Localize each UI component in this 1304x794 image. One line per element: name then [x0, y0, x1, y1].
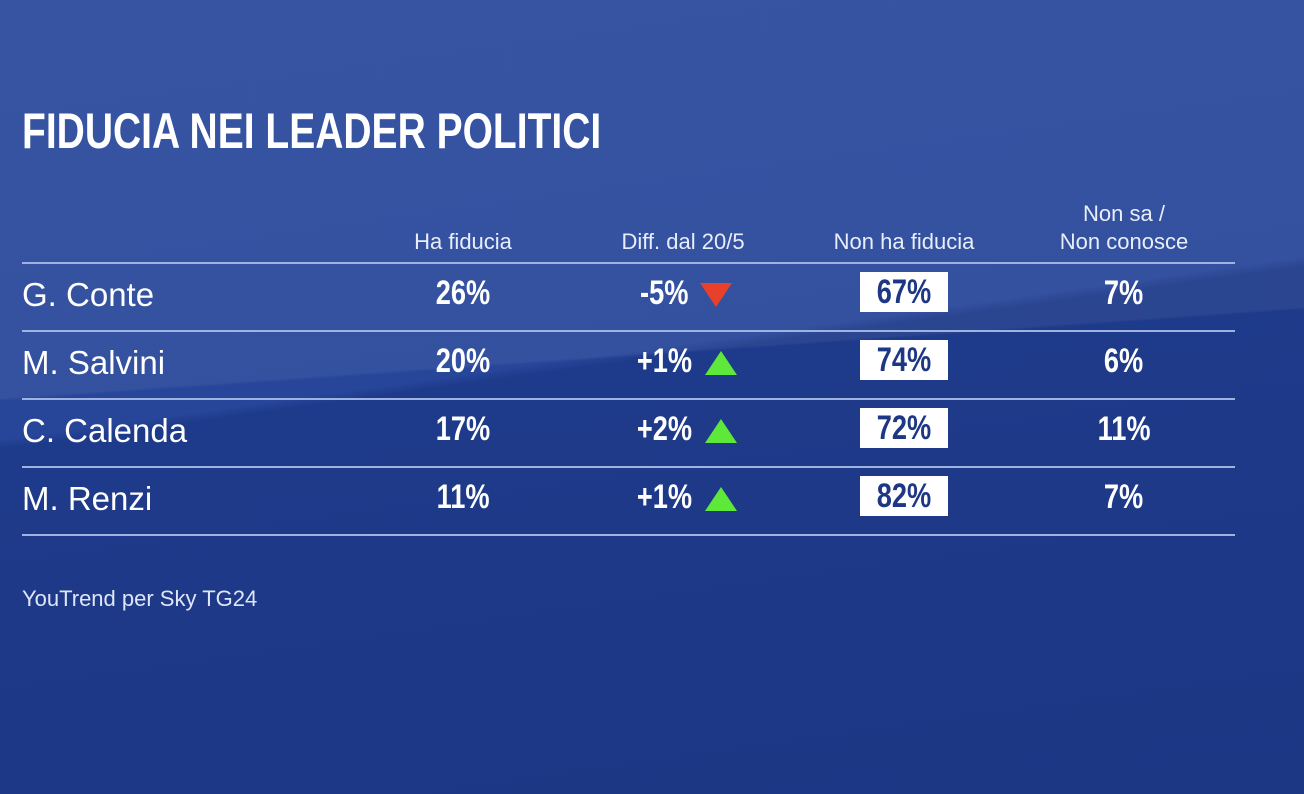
non-sa-cell-value: 6% — [1104, 342, 1144, 380]
non-sa-cell: 7% — [1044, 274, 1204, 313]
triangle-up-icon — [704, 351, 737, 376]
highlight-box: 72% — [860, 408, 948, 448]
row-divider — [22, 262, 1235, 264]
non-sa-cell: 7% — [1044, 478, 1204, 517]
ha-fiducia-cell: 26% — [383, 274, 543, 313]
ha-fiducia-cell: 20% — [383, 342, 543, 381]
non-sa-cell: 6% — [1044, 342, 1204, 381]
diff-cell-value: -5% — [639, 274, 689, 312]
diff-cell-value: +1% — [636, 478, 692, 516]
diff-cell: +1% — [603, 478, 763, 517]
diff-cell-value: +1% — [636, 342, 692, 380]
non-ha-fiducia-cell-value: 74% — [876, 341, 932, 379]
row-divider — [22, 534, 1235, 536]
source-label: YouTrend per Sky TG24 — [22, 586, 258, 611]
ha-fiducia-cell-value: 11% — [436, 478, 490, 516]
leader-name-value: M. Salvini — [22, 344, 166, 381]
row-divider — [22, 466, 1235, 468]
ha-fiducia-cell-value: 20% — [435, 342, 491, 380]
highlight-box: 74% — [860, 340, 948, 380]
ha-fiducia-cell: 11% — [383, 478, 543, 517]
non-ha-fiducia-cell: 72% — [824, 408, 984, 448]
triangle-up-icon — [704, 487, 737, 512]
diff-cell-value: +2% — [636, 410, 692, 448]
diff-cell: -5% — [603, 274, 763, 313]
row-divider — [22, 330, 1235, 332]
leader-name: M. Renzi — [22, 480, 152, 518]
leader-name-value: G. Conte — [22, 276, 155, 313]
leader-name-value: C. Calenda — [22, 412, 188, 449]
non-sa-cell: 11% — [1044, 410, 1204, 449]
row-divider — [22, 398, 1235, 400]
diff-cell: +1% — [603, 342, 763, 381]
highlight-box: 82% — [860, 476, 948, 516]
leader-name: C. Calenda — [22, 412, 187, 450]
non-ha-fiducia-cell: 74% — [824, 340, 984, 380]
non-ha-fiducia-cell-value: 72% — [876, 409, 932, 447]
non-ha-fiducia-cell-value: 67% — [876, 273, 932, 311]
non-sa-cell-value: 11% — [1097, 410, 1151, 448]
ha-fiducia-cell-value: 17% — [435, 410, 491, 448]
triangle-up-icon — [704, 419, 737, 444]
non-ha-fiducia-cell-value: 82% — [876, 477, 932, 515]
header-diff: Diff. dal 20/5 — [621, 229, 745, 254]
chart-title: FIDUCIA NEI LEADER POLITICI — [22, 103, 602, 159]
leader-name: G. Conte — [22, 276, 154, 314]
ha-fiducia-cell: 17% — [383, 410, 543, 449]
header-non-ha-fiducia: Non ha fiducia — [833, 229, 975, 254]
triangle-down-icon — [700, 283, 733, 308]
non-sa-cell-value: 7% — [1104, 478, 1144, 516]
non-sa-cell-value: 7% — [1104, 274, 1144, 312]
header-non-conosce: Non conosce — [1059, 229, 1189, 254]
non-ha-fiducia-cell: 82% — [824, 476, 984, 516]
ha-fiducia-cell-value: 26% — [435, 274, 491, 312]
non-ha-fiducia-cell: 67% — [824, 272, 984, 312]
header-non-sa: Non sa / — [1083, 201, 1165, 226]
highlight-box: 67% — [860, 272, 948, 312]
leader-name: M. Salvini — [22, 344, 165, 382]
header-ha-fiducia: Ha fiducia — [414, 229, 512, 254]
diff-cell: +2% — [603, 410, 763, 449]
leader-name-value: M. Renzi — [22, 480, 153, 517]
